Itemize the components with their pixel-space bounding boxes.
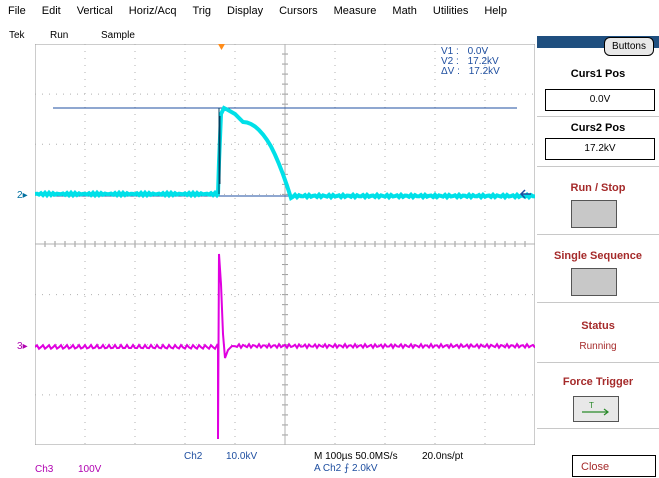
trigger-level-arrow xyxy=(519,189,531,199)
menu-file[interactable]: File xyxy=(8,5,26,17)
menu-display[interactable]: Display xyxy=(227,5,264,17)
menu-horiz-acq[interactable]: Horiz/Acq xyxy=(128,5,177,17)
menu-help[interactable]: Help xyxy=(484,5,507,17)
run-state: Run xyxy=(50,30,69,41)
status-value: Running xyxy=(579,341,617,352)
menu-utilities[interactable]: Utilities xyxy=(432,5,469,17)
v1-label: V1 : xyxy=(441,46,459,57)
curs1-value[interactable]: 0.0V xyxy=(545,89,655,111)
curs2-value[interactable]: 17.2kV xyxy=(545,138,655,160)
sample-interval: 20.0ns/pt xyxy=(422,451,464,462)
ch2-marker[interactable]: 2▸ xyxy=(17,190,28,201)
buttons-tab[interactable]: Buttons xyxy=(604,37,654,56)
panel-divider xyxy=(537,302,659,303)
curs2-label: Curs2 Pos xyxy=(570,122,626,134)
panel-divider xyxy=(537,166,659,167)
single-seq-label: Single Sequence xyxy=(553,250,643,262)
ch3-waveform xyxy=(35,253,535,440)
status-row: Tek Run Sample xyxy=(0,30,540,44)
panel-divider xyxy=(537,234,659,235)
single-seq-button[interactable] xyxy=(571,268,617,296)
run-stop-button[interactable] xyxy=(571,200,617,228)
curs1-label: Curs1 Pos xyxy=(570,68,626,80)
menu-trig[interactable]: Trig xyxy=(192,5,212,17)
ch3-scale: 100V xyxy=(78,464,102,475)
acq-mode: Sample xyxy=(101,30,135,41)
ch3-label: Ch3 xyxy=(35,464,54,475)
ch2-waveform-edge xyxy=(218,108,221,194)
brand-label: Tek xyxy=(9,30,25,41)
menu-vertical[interactable]: Vertical xyxy=(76,5,113,17)
svg-text:T: T xyxy=(589,401,594,410)
timebase-readout: M 100µs 50.0MS/s xyxy=(314,451,398,462)
ch2-label: Ch2 xyxy=(184,451,203,462)
panel-divider xyxy=(537,116,659,117)
panel-divider xyxy=(537,362,659,363)
panel-divider xyxy=(537,428,659,429)
ch2-waveform xyxy=(35,105,535,201)
ch2-scale: 10.0kV xyxy=(226,451,258,462)
v2-value: 17.2kV xyxy=(467,56,499,67)
trigger-arrow-icon: T xyxy=(582,401,609,416)
status-label: Status xyxy=(581,320,615,332)
close-button[interactable]: Close xyxy=(572,455,656,477)
trigger-position-marker xyxy=(218,44,225,50)
menu-math[interactable]: Math xyxy=(392,5,417,17)
waveform-display[interactable] xyxy=(35,44,535,445)
trigger-readout: A Ch2 ⨍ 2.0kV xyxy=(314,463,378,474)
menu-cursors[interactable]: Cursors xyxy=(279,5,318,17)
v1-value: 0.0V xyxy=(467,46,489,57)
ch3-marker[interactable]: 3▸ xyxy=(17,341,28,352)
dv-label: ΔV : xyxy=(441,66,460,77)
v2-label: V2 : xyxy=(441,56,459,67)
run-stop-label: Run / Stop xyxy=(570,182,626,194)
menu-measure[interactable]: Measure xyxy=(333,5,377,17)
force-trigger-button[interactable]: T xyxy=(573,396,619,422)
menu-bar: File Edit Vertical Horiz/Acq Trig Displa… xyxy=(0,0,659,22)
cursor-readout: V1 : 0.0V V2 : 17.2kV ΔV : 17.2kV xyxy=(441,47,500,77)
menu-edit[interactable]: Edit xyxy=(41,5,61,17)
force-trigger-label: Force Trigger xyxy=(562,376,634,388)
dv-value: 17.2kV xyxy=(468,66,500,77)
